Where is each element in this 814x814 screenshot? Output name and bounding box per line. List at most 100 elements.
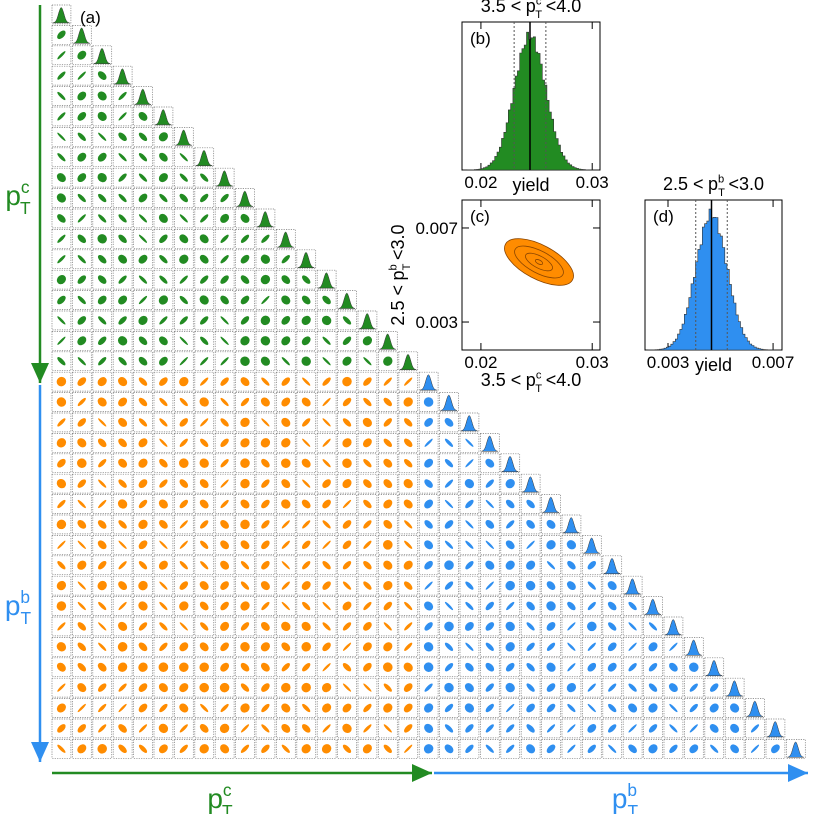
corner-ellipse (505, 478, 515, 489)
corner-ellipse (240, 499, 250, 509)
corner-ellipse (199, 458, 209, 468)
corner-ellipse (424, 417, 434, 427)
corner-ellipse (200, 561, 209, 570)
corner-ellipse (546, 540, 556, 550)
corner-ellipse (97, 580, 107, 591)
math-label: pc T (5, 177, 31, 218)
corner-ellipse (363, 724, 372, 733)
label-sup: b (20, 587, 30, 607)
corner-ellipse (322, 520, 331, 529)
corner-ellipse (220, 377, 229, 386)
corner-ellipse (179, 581, 189, 590)
corner-ellipse (526, 560, 536, 570)
corner-ellipse (159, 193, 168, 203)
corner-ellipse (200, 520, 209, 529)
corner-ellipse (383, 703, 393, 713)
corner-ellipse (159, 703, 168, 713)
corner-ellipse (138, 295, 148, 305)
corner-ellipse (750, 724, 760, 733)
corner-ellipse (118, 91, 127, 101)
corner-ellipse (118, 458, 128, 468)
corner-ellipse (77, 71, 86, 80)
corner-ellipse (158, 723, 169, 734)
corner-ellipse (138, 315, 148, 325)
corner-ellipse (240, 724, 250, 733)
corner-ellipse (505, 540, 515, 550)
corner-ellipse (117, 662, 128, 672)
corner-ellipse (383, 397, 393, 407)
label-right: <3.0 (729, 174, 765, 194)
corner-ellipse (77, 560, 87, 570)
corner-ellipse (363, 459, 372, 468)
corner-ellipse (118, 438, 127, 448)
corner-ellipse (179, 295, 188, 305)
corner-ellipse (57, 316, 66, 325)
corner-ellipse (240, 417, 250, 428)
corner-ellipse (260, 642, 270, 652)
corner-ellipse (281, 621, 291, 632)
corner-ellipse (158, 744, 168, 754)
corner-ellipse (342, 723, 352, 734)
corner-ellipse (566, 540, 577, 550)
corner-ellipse (628, 683, 637, 692)
corner-ellipse (138, 724, 148, 733)
corner-histogram (501, 455, 519, 472)
corner-ellipse (383, 458, 393, 468)
corner-ellipse (506, 703, 515, 713)
corner-ellipse (404, 744, 413, 753)
arrow-head (31, 363, 49, 383)
corner-ellipse (179, 724, 188, 733)
corner-ellipse (587, 662, 597, 672)
corner-ellipse (363, 703, 372, 713)
corner-ellipse (485, 683, 494, 692)
corner-ellipse (57, 540, 66, 549)
corner-ellipse (587, 744, 596, 753)
corner-ellipse (383, 683, 392, 692)
corner-ellipse (261, 479, 270, 488)
corner-ellipse (404, 377, 413, 386)
corner-ellipse (117, 336, 128, 346)
corner-ellipse (281, 663, 290, 672)
corner-ellipse (302, 561, 311, 570)
corner-ellipse (138, 275, 148, 284)
corner-ellipse (219, 682, 230, 693)
corner-ellipse (404, 642, 413, 651)
corner-ellipse (159, 255, 168, 264)
corner-ellipse (342, 622, 352, 631)
corner-ellipse (77, 357, 86, 366)
corner-ellipse (97, 172, 107, 183)
corner-ellipse (179, 254, 189, 264)
corner-ellipse (158, 132, 168, 142)
corner-ellipse (220, 336, 229, 345)
corner-ellipse (281, 520, 290, 529)
corner-ellipse (423, 397, 434, 407)
corner-histogram (195, 149, 213, 166)
corner-ellipse (118, 316, 127, 325)
corner-ellipse (118, 581, 128, 591)
corner-ellipse (159, 581, 168, 590)
corner-ellipse (322, 663, 331, 672)
corner-ellipse (77, 744, 87, 754)
corner-ellipse (322, 499, 331, 509)
corner-ellipse (546, 724, 556, 733)
corner-ellipse (179, 418, 189, 427)
corner-ellipse (98, 357, 107, 366)
corner-ellipse (138, 153, 148, 162)
label-main: p (526, 370, 536, 390)
corner-ellipse (199, 234, 209, 244)
corner-ellipse (709, 703, 719, 713)
corner-ellipse (669, 744, 678, 753)
corner-ellipse (363, 499, 372, 509)
corner-ellipse (220, 213, 230, 223)
corner-ellipse (200, 316, 209, 325)
corner-ellipse (97, 234, 107, 244)
corner-ellipse (220, 193, 229, 203)
corner-ellipse (444, 663, 454, 672)
corner-ellipse (199, 479, 209, 489)
corner-ellipse (77, 255, 86, 264)
label-sup: c (21, 177, 30, 197)
corner-ellipse (158, 295, 169, 305)
corner-ellipse (669, 724, 678, 733)
corner-ellipse (485, 642, 494, 651)
corner-ellipse (281, 255, 290, 264)
